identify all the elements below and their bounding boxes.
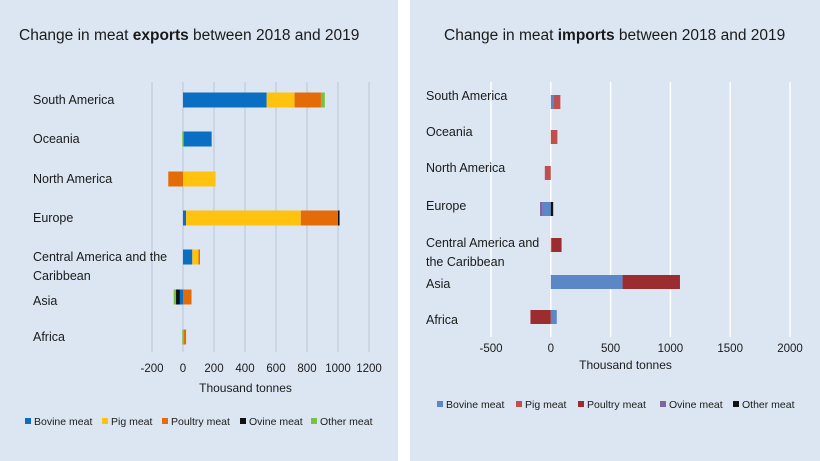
- exports-bar-africa-other-meat: [182, 329, 184, 345]
- exports-bar-europe-poultry-meat: [300, 210, 338, 226]
- imports-legend-label-pig-meat: Pig meat: [525, 399, 567, 411]
- exports-category-label-north-america: North America: [33, 172, 112, 186]
- exports-legend-label-pig-meat: Pig meat: [111, 416, 153, 428]
- exports-tick-label: 1200: [356, 363, 382, 375]
- exports-legend-label-poultry-meat: Poultry meat: [171, 416, 230, 428]
- exports-tick-label: 600: [266, 363, 285, 375]
- imports-category-label-europe: Europe: [426, 199, 466, 213]
- exports-category-label-europe: Europe: [33, 211, 73, 225]
- imports-axis-title: Thousand tonnes: [579, 358, 672, 372]
- exports-category-label-central-america-and-the-caribbean: Caribbean: [33, 269, 91, 283]
- imports-legend-label-bovine-meat: Bovine meat: [446, 399, 504, 411]
- imports-category-label-asia: Asia: [426, 277, 450, 291]
- exports-tick-label: 400: [235, 363, 254, 375]
- exports-bar-north-america-pig-meat: [183, 171, 216, 187]
- imports-tick-label: 0: [548, 343, 554, 355]
- imports-bar-asia-bovine-meat: [550, 275, 623, 289]
- exports-chart-title: Change in meat exports between 2018 and …: [19, 27, 360, 44]
- exports-tick-label: -200: [140, 363, 163, 375]
- imports-bar-europe-bovine-meat: [542, 202, 551, 216]
- exports-tick-label: 200: [204, 363, 223, 375]
- exports-legend-swatch-poultry-meat: [162, 418, 168, 424]
- exports-bar-oceania-bovine-meat: [183, 131, 212, 147]
- imports-bar-oceania-pig-meat: [550, 130, 558, 144]
- imports-tick-label: 1000: [658, 343, 684, 355]
- exports-legend-label-ovine-meat: Ovine meat: [249, 416, 303, 428]
- imports-bar-africa-bovine-meat: [550, 310, 557, 324]
- imports-category-label-north-america: North America: [426, 161, 505, 175]
- exports-axis-title: Thousand tonnes: [199, 381, 292, 395]
- imports-tick-label: 1500: [717, 343, 743, 355]
- exports-tick-label: 800: [297, 363, 316, 375]
- exports-bar-asia-poultry-meat: [183, 289, 192, 305]
- imports-legend-swatch-ovine-meat: [660, 401, 666, 407]
- exports-bar-south-america-bovine-meat: [183, 92, 267, 108]
- exports-bar-europe-ovine-meat: [338, 210, 340, 226]
- exports-legend-label-other-meat: Other meat: [320, 416, 373, 428]
- exports-bar-asia-other-meat: [173, 289, 177, 305]
- imports-chart-title: Change in meat imports between 2018 and …: [444, 27, 786, 44]
- exports-legend-swatch-bovine-meat: [25, 418, 31, 424]
- imports-bar-north-america-pig-meat: [544, 166, 551, 180]
- imports-legend-swatch-other-meat: [733, 401, 739, 407]
- exports-bar-europe-bovine-meat: [183, 210, 187, 226]
- exports-bar-europe-pig-meat: [186, 210, 301, 226]
- imports-legend-swatch-poultry-meat: [578, 401, 584, 407]
- imports-bar-south-america-bovine-meat: [550, 95, 554, 109]
- exports-legend-swatch-pig-meat: [102, 418, 108, 424]
- imports-bar-central-america-and-the-caribbean-pig-meat: [550, 238, 553, 252]
- exports-legend-swatch-other-meat: [311, 418, 317, 424]
- imports-bar-south-america-pig-meat: [553, 95, 561, 109]
- imports-category-label-oceania: Oceania: [426, 125, 473, 139]
- exports-bar-central-america-and-the-caribbean-poultry-meat: [198, 249, 200, 265]
- exports-category-label-south-america: South America: [33, 93, 114, 107]
- imports-bar-europe-ovine-meat: [540, 202, 543, 216]
- exports-bar-north-america-poultry-meat: [168, 171, 183, 187]
- imports-legend-swatch-pig-meat: [516, 401, 522, 407]
- exports-bar-asia-ovine-meat: [176, 289, 180, 305]
- exports-bar-africa-poultry-meat: [183, 329, 187, 345]
- imports-bar-europe-other-meat: [550, 202, 554, 216]
- exports-bar-central-america-and-the-caribbean-pig-meat: [192, 249, 199, 265]
- imports-category-label-africa: Africa: [426, 313, 458, 327]
- exports-category-label-oceania: Oceania: [33, 132, 80, 146]
- exports-bar-oceania-other-meat: [182, 131, 184, 147]
- imports-bar-africa-poultry-meat: [530, 310, 551, 324]
- exports-tick-label: 1000: [325, 363, 351, 375]
- imports-legend-swatch-bovine-meat: [437, 401, 443, 407]
- exports-tick-label: 0: [180, 363, 186, 375]
- exports-category-label-asia: Asia: [33, 294, 57, 308]
- imports-chart-panel: Change in meat imports between 2018 and …: [410, 0, 820, 461]
- imports-category-label-south-america: South America: [426, 89, 507, 103]
- exports-bar-south-america-other-meat: [320, 92, 325, 108]
- imports-legend-label-poultry-meat: Poultry meat: [587, 399, 646, 411]
- imports-category-label-central-america-and-the-caribbean: the Caribbean: [426, 255, 505, 269]
- imports-category-label-central-america-and-the-caribbean: Central America and: [426, 236, 539, 250]
- imports-chart: -500 0 500 1000 1500 2000 Thousand tonnes South…: [426, 82, 803, 411]
- imports-tick-label: 500: [601, 343, 620, 355]
- exports-category-label-central-america-and-the-caribbean: Central America and the: [33, 250, 167, 264]
- imports-bar-asia-poultry-meat: [622, 275, 680, 289]
- exports-legend-label-bovine-meat: Bovine meat: [34, 416, 92, 428]
- exports-bar-central-america-and-the-caribbean-bovine-meat: [183, 249, 193, 265]
- exports-legend-swatch-ovine-meat: [240, 418, 246, 424]
- exports-chart-panel: Change in meat exports between 2018 and …: [0, 0, 398, 461]
- exports-bar-africa-pig-meat: [183, 329, 185, 345]
- exports-chart: -200 0 200 400 600 800 1000 1200 Thousand tonnes…: [25, 82, 382, 428]
- imports-tick-label: 2000: [777, 343, 803, 355]
- imports-bar-central-america-and-the-caribbean-poultry-meat: [551, 238, 562, 252]
- imports-legend-label-other-meat: Other meat: [742, 399, 795, 411]
- exports-bar-south-america-poultry-meat: [294, 92, 321, 108]
- exports-bar-south-america-pig-meat: [266, 92, 295, 108]
- exports-bar-asia-bovine-meat: [179, 289, 183, 305]
- imports-tick-label: -500: [479, 343, 502, 355]
- exports-category-label-africa: Africa: [33, 330, 65, 344]
- imports-legend-label-ovine-meat: Ovine meat: [669, 399, 723, 411]
